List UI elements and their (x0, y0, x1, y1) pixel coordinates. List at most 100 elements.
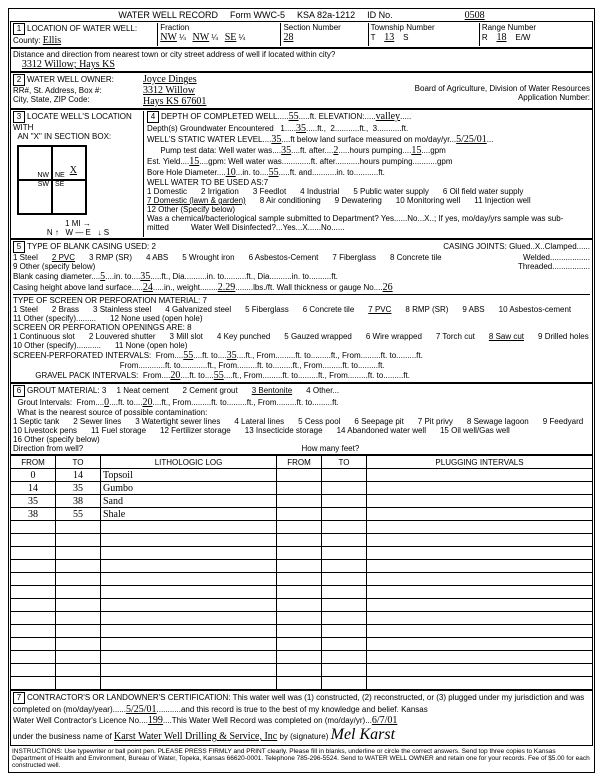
opt: 7 PVC (368, 305, 391, 314)
opt: 14 Abandoned water well (337, 426, 426, 435)
d1: 5/25/01 (126, 704, 157, 715)
opt: 8 Saw cut (489, 332, 524, 341)
pa: 2 (333, 145, 338, 156)
opt: 8 RMP (SR) (405, 305, 448, 314)
gif: 0 (104, 397, 109, 408)
sec-6: 6 (13, 385, 25, 397)
opt: 9 Dewatering (335, 196, 382, 205)
form-title: WATER WELL RECORD (118, 10, 218, 20)
dist-label: Distance and direction from nearest town… (13, 50, 335, 59)
depth: 55 (289, 111, 299, 122)
screen-title: TYPE OF SCREEN OR PERFORATION MATERIAL: … (13, 296, 207, 305)
c5: ....This Water Well Record was completed… (163, 716, 372, 725)
opt: 5 Cess pool (298, 417, 340, 426)
biz: Karst Water Well Drilling & Service, Inc (114, 731, 277, 742)
opt: 4 Other... (306, 386, 339, 395)
opt: 1 Steel (13, 253, 38, 262)
opt: 5 Wrought iron (182, 253, 234, 262)
opt: 3 Watertight sewer lines (135, 417, 220, 426)
opt: 3 Stainless steel (93, 305, 151, 314)
open-types: 1 Continuous slot2 Louvered shutter3 Mil… (13, 332, 590, 350)
id-no: 0508 (405, 10, 485, 21)
opt: 5 Gauzed wrapped (284, 332, 352, 341)
c1: CONTRACTOR'S OR LANDOWNER'S CERTIFICATIO… (27, 693, 584, 702)
gf: 20 (170, 370, 180, 381)
opt: 9 ABS (462, 305, 484, 314)
opt: 15 Oil well/Gas well (440, 426, 510, 435)
opt: 6 Concrete tile (303, 305, 355, 314)
owner-csz: Hays KS 67601 (143, 96, 206, 107)
street: 3312 Willow; Hays KS (22, 59, 115, 70)
county: Ellis (43, 35, 61, 46)
opt: 12 Fertilizer storage (160, 426, 231, 435)
opt: 6 Wire wrapped (366, 332, 422, 341)
opt: 4 ABS (146, 253, 168, 262)
dirq: Direction from well? (13, 444, 302, 453)
feetq: How many feet? (302, 444, 591, 453)
opt: 10 Asbestos-cement (499, 305, 571, 314)
opt: 4 Lateral lines (234, 417, 284, 426)
bi: 10 (226, 167, 236, 178)
git: 20 (142, 397, 152, 408)
x-mark: X (70, 165, 77, 176)
cd: 5 (100, 271, 105, 282)
disinf: Water Well Disinfected?...Yes...X......N… (191, 223, 345, 232)
opt: 2 PVC (52, 253, 75, 262)
opt: 8 Sewage lagoon (467, 417, 529, 426)
frac-b: NW (192, 32, 209, 43)
litho-table: FROMTOLITHOLOGIC LOGFROMTOPLUGGING INTER… (10, 455, 593, 690)
opt: 4 Industrial (300, 187, 339, 196)
opt: 7 Pit privy (418, 417, 453, 426)
section: 28 (283, 32, 293, 43)
opt: 6 Oil field water supply (443, 187, 523, 196)
c4: Water Well Contractor's Licence No.... (13, 716, 148, 725)
frac-a: NW (160, 32, 177, 43)
opt: 1 Neat cement (117, 386, 169, 395)
cw: 2.29 (218, 282, 236, 293)
opt: 10 Other (specify)........... (13, 341, 101, 350)
opt: 11 Other (specify)......... (13, 314, 96, 323)
screen-types: 1 Steel2 Brass3 Stainless steel4 Galvani… (13, 305, 590, 323)
form-no: Form WWC-5 (230, 10, 285, 20)
opt: 1 Steel (13, 305, 38, 314)
owner-name: Joyce Dinges (143, 74, 197, 85)
opt: 11 Fuel storage (91, 426, 146, 435)
static: 35 (271, 134, 281, 145)
sec-1: 1 (13, 23, 25, 35)
mdate: 5/25/01 (456, 134, 487, 145)
opt: 2 Irrigation (201, 187, 239, 196)
opt: 13 Insecticide storage (245, 426, 323, 435)
signature: Mel Karst (331, 726, 395, 743)
opt: 11 None (open hole) (115, 341, 187, 350)
opt: 16 Other (specify below) (13, 435, 100, 444)
j3: Threaded................. (518, 262, 590, 271)
sec-7: 7 (13, 692, 25, 704)
opt: 2 Louvered shutter (89, 332, 156, 341)
quarter-box: NWNE SWSEX (17, 145, 87, 215)
opt: 9 Feedyard (543, 417, 583, 426)
opt: 9 Drilled holes (538, 332, 589, 341)
opt: 1 Septic tank (13, 417, 59, 426)
opt: 8 Concrete tile (390, 253, 442, 262)
opt: 9 Other (specify below) (13, 262, 95, 271)
pf: 55 (183, 350, 193, 361)
opt: 3 Feedlot (253, 187, 286, 196)
contam-list: 1 Septic tank2 Sewer lines3 Watertight s… (13, 417, 590, 444)
lic: 199 (148, 715, 163, 726)
opt: 7 Fiberglass (332, 253, 376, 262)
casing-types: 1 Steel2 PVC3 RMP (SR)4 ABS5 Wrought iro… (13, 253, 518, 271)
grout-types: 1 Neat cement2 Cement grout3 Bentonite4 … (117, 386, 340, 395)
sec-5: 5 (13, 241, 25, 253)
elev: valley (376, 111, 400, 122)
pt: 35 (227, 350, 237, 361)
opt: 4 Galvanized steel (165, 305, 231, 314)
bt: 55 (269, 167, 279, 178)
opt: 1 Domestic (147, 187, 187, 196)
c2: completed on (mo/day/year)...... (13, 705, 126, 714)
opt: 3 Mill slot (170, 332, 203, 341)
c7: by (signature) (279, 732, 328, 741)
opt: 6 Asbestos-Cement (249, 253, 319, 262)
r-dir: E/W (515, 33, 530, 42)
id-label: ID No. (367, 10, 393, 20)
c3: ...........and this record is true to th… (157, 705, 428, 714)
